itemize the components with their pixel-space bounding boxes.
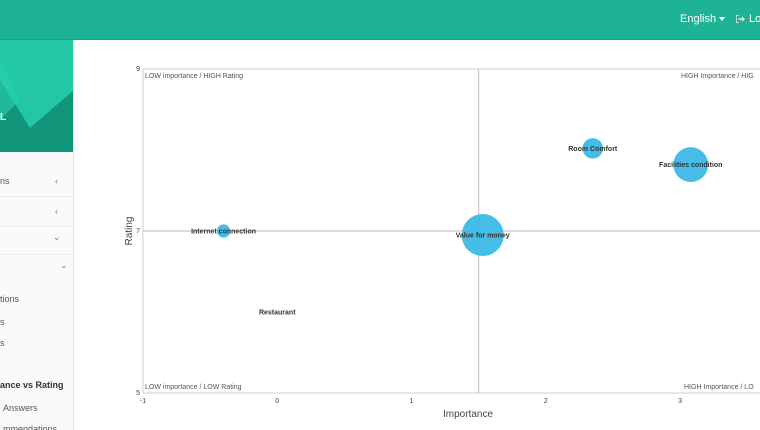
main-content: -1 0 1 2 3 9 7 5 Internet connection Value for m… bbox=[74, 40, 760, 430]
sidebar: L ns ‹ ‹ ⌄ ⌄ tions s s ance vs Rating An… bbox=[0, 40, 74, 430]
x-tick-label: 2 bbox=[544, 398, 548, 405]
quadrant-label-top-right: HIGH Importance / HIG bbox=[681, 73, 754, 80]
divider bbox=[0, 196, 73, 197]
quadrant-label-bottom-right: HIGH Importance / LO bbox=[684, 384, 754, 391]
logout-label: Lo bbox=[749, 13, 760, 25]
quadrant-label-bottom-left: LOW importance / LOW Rating bbox=[145, 384, 242, 391]
chevron-down-icon: ⌄ bbox=[53, 232, 61, 242]
bubble-point bbox=[673, 147, 709, 182]
bubble-point bbox=[216, 224, 231, 238]
sidebar-banner: L bbox=[0, 40, 73, 152]
y-tick-label: 9 bbox=[136, 66, 140, 73]
submenu-item-active[interactable]: ance vs Rating bbox=[0, 380, 64, 390]
x-tick-label: 3 bbox=[678, 398, 682, 405]
sidebar-item-label: ns bbox=[0, 176, 10, 186]
x-tick-label: 0 bbox=[275, 398, 279, 405]
submenu-item[interactable]: mmendations bbox=[3, 424, 58, 430]
top-navbar: English Lo bbox=[0, 0, 760, 40]
language-dropdown[interactable]: English bbox=[680, 13, 726, 25]
bubble-point bbox=[461, 214, 504, 257]
submenu-item[interactable]: Answers bbox=[3, 403, 38, 413]
sign-out-icon bbox=[736, 15, 745, 23]
chevron-left-icon: ‹ bbox=[55, 176, 58, 186]
divider bbox=[0, 254, 73, 255]
y-tick-label: 5 bbox=[136, 390, 140, 397]
logout-button[interactable]: Lo bbox=[736, 13, 760, 25]
sidebar-item-1[interactable]: ns ‹ bbox=[0, 172, 73, 192]
sidebar-item-4[interactable]: ⌄ bbox=[0, 259, 73, 279]
bubble-label: Restaurant bbox=[259, 310, 296, 317]
divider bbox=[0, 226, 73, 227]
x-tick-label: 1 bbox=[410, 398, 414, 405]
caret-down-icon bbox=[719, 17, 726, 22]
importance-rating-chart: -1 0 1 2 3 9 7 5 Internet connection Value for m… bbox=[124, 66, 760, 420]
brand-text: L bbox=[0, 112, 7, 123]
sidebar-item-3[interactable]: ⌄ bbox=[0, 231, 73, 251]
x-axis-title: Importance bbox=[443, 409, 493, 420]
bubble-label: Room Comfort bbox=[568, 146, 618, 153]
submenu-item[interactable]: s bbox=[0, 317, 5, 327]
y-tick-label: 7 bbox=[136, 228, 140, 235]
submenu-item[interactable]: s bbox=[0, 338, 5, 348]
quadrant-label-top-left: LOW importance / HIGH Rating bbox=[145, 73, 243, 80]
bubble-point bbox=[582, 138, 603, 159]
y-axis-title: Rating bbox=[124, 217, 135, 246]
language-label: English bbox=[680, 13, 717, 25]
chevron-left-icon: ‹ bbox=[55, 206, 58, 216]
banner-background bbox=[0, 40, 73, 152]
bubble-label: Value for money bbox=[456, 233, 510, 240]
x-tick-label: -1 bbox=[140, 398, 146, 405]
bubble-label: Internet connection bbox=[191, 229, 256, 236]
submenu-item[interactable]: tions bbox=[0, 294, 20, 304]
sidebar-item-2[interactable]: ‹ bbox=[0, 202, 73, 222]
chevron-down-icon: ⌄ bbox=[60, 260, 68, 270]
bubble-label: Facilities condition bbox=[659, 162, 722, 169]
